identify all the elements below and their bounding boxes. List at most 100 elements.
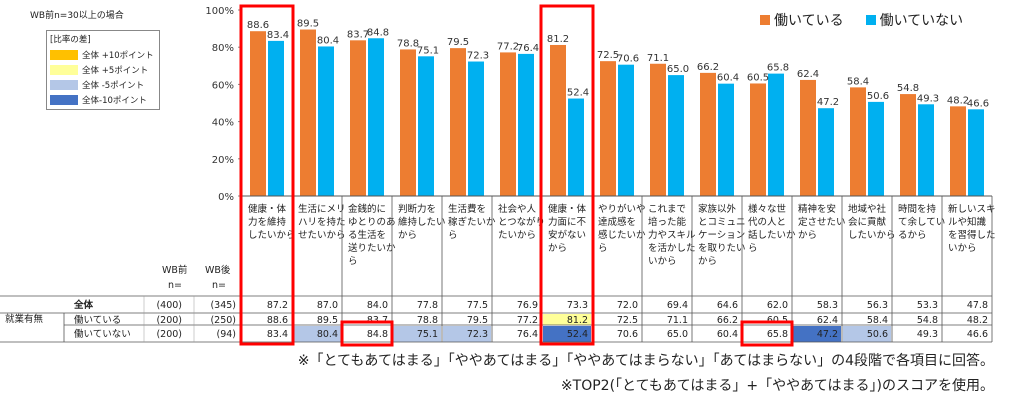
category-label: 健康・体 (248, 203, 287, 215)
legend-plus5-label: 全体 +5ポイント (82, 65, 149, 76)
category-label: 会に貢献 (848, 216, 887, 228)
bar-not-working (618, 64, 634, 197)
bar-value-label: 89.5 (297, 19, 319, 30)
category-label: ゆとりのあ (348, 217, 396, 228)
table-row-label: 全体 (73, 299, 94, 311)
legend-minus10: 全体-10ポイント (50, 94, 147, 106)
category-label: 生活にメリ (298, 203, 346, 215)
bar-not-working (568, 98, 584, 196)
table-cell-value: 78.8 (417, 315, 438, 326)
table-cell-value: 47.2 (817, 329, 838, 340)
category-label: 培った能 (648, 216, 687, 228)
table-cell-value: 76.4 (517, 329, 538, 340)
table-cell-value: 54.8 (917, 315, 938, 326)
category-label: とつながり (498, 216, 545, 228)
category-label: 送りたいか (348, 242, 396, 254)
bar-value-label: 80.4 (317, 35, 339, 46)
bar-value-label: 48.2 (947, 95, 969, 106)
table-group-label: 就業有無 (5, 313, 44, 325)
legend-plus5-swatch (50, 64, 78, 75)
bar-value-label: 83.4 (267, 30, 289, 41)
legend-plus10: 全体 +10ポイント (50, 49, 154, 61)
category-label: したいから (848, 230, 896, 241)
table-n-before: (200) (156, 315, 182, 326)
table-cell-value: 73.3 (567, 300, 588, 311)
category-label: ら (348, 256, 358, 267)
series-legend: 働いている 働いていない (760, 10, 963, 30)
legend-working: 働いている (760, 10, 844, 30)
table-cell-value: 72.0 (617, 300, 638, 311)
category-label: を習得した (948, 229, 996, 241)
y-tick-label: 60% (212, 80, 234, 91)
category-label: 代の人と (748, 217, 786, 228)
bar-working (800, 79, 816, 196)
bar-value-label: 50.6 (867, 91, 889, 102)
highlight-cell-box (740, 320, 794, 347)
bar-not-working (868, 101, 884, 196)
bar-value-label: 79.5 (447, 37, 469, 48)
bar-working (550, 44, 566, 196)
table-cell-value: 72.5 (617, 315, 638, 326)
bar-working (300, 29, 316, 197)
category-label: から (798, 230, 817, 241)
bar-working (500, 52, 516, 196)
table-cell-value: 75.1 (417, 329, 438, 340)
category-label: 定させたい (798, 216, 846, 228)
category-label: 精神を安 (798, 203, 836, 215)
table-cell-value: 56.3 (867, 300, 888, 311)
legend-plus10-label: 全体 +10ポイント (82, 50, 154, 61)
table-cell-value: 84.8 (367, 329, 388, 340)
category-label: て余してい (898, 216, 945, 228)
category-label: これまで (648, 204, 686, 215)
y-tick-label: 0% (218, 192, 234, 203)
category-label: 判断力を (398, 203, 436, 215)
category-label: 感じたいか (598, 229, 646, 241)
category-label: 力を維持 (248, 216, 287, 228)
footnote-1: ※「とてもあてはまる」「ややあてはまる」「ややあてはまらない」「あてはまらない」… (297, 353, 994, 369)
table-cell-value: 89.5 (317, 315, 338, 326)
legend-minus10-swatch (50, 94, 78, 105)
category-label: せたいから (298, 230, 346, 241)
bar-value-label: 75.1 (417, 45, 439, 56)
y-tick-label: 80% (212, 43, 234, 54)
category-label: るから (898, 230, 927, 241)
highlight-column-box (239, 4, 295, 346)
bar-not-working (318, 46, 334, 197)
table-cell-value: 69.4 (667, 300, 688, 311)
table-cell-value: 62.0 (767, 300, 788, 311)
bar-working (700, 72, 716, 196)
category-label: ルや知識 (948, 216, 987, 228)
bar-value-label: 72.3 (467, 51, 489, 62)
bar-value-label: 49.3 (917, 93, 939, 104)
table-shaded-cell (543, 326, 591, 342)
legend-minus10-label: 全体-10ポイント (82, 95, 147, 106)
table-cell-value: 49.3 (917, 329, 938, 340)
bar-value-label: 83.7 (347, 29, 369, 40)
header-n-before: n= (168, 280, 182, 291)
bar-working (900, 94, 916, 196)
table-cell-value: 47.8 (967, 300, 988, 311)
category-label: 様々な世 (748, 203, 787, 215)
bar-value-label: 58.4 (847, 76, 869, 87)
bar-value-label: 76.4 (517, 43, 539, 54)
table-cell-value: 60.4 (717, 329, 738, 340)
category-label: やりがいや (598, 203, 646, 215)
table-shaded-cell (393, 326, 441, 342)
table-cell-value: 81.2 (567, 315, 588, 326)
table-shaded-cell (293, 326, 341, 342)
table-n-after: (345) (210, 300, 236, 311)
table-cell-value: 50.6 (867, 329, 888, 340)
table-cell-value: 70.6 (617, 329, 638, 340)
header-wb-before: WB前 (162, 264, 187, 276)
bar-value-label: 88.6 (247, 20, 269, 31)
bar-not-working (668, 75, 684, 196)
table-cell-value: 72.3 (467, 329, 488, 340)
category-label: 時間を持 (898, 203, 937, 215)
bar-value-label: 52.4 (567, 88, 589, 99)
table-cell-value: 66.2 (717, 315, 738, 326)
category-label: いから (648, 256, 677, 267)
table-cell-value: 84.0 (367, 300, 388, 311)
y-tick-label: 20% (212, 155, 234, 166)
bar-value-label: 78.8 (397, 38, 419, 49)
bar-working (600, 61, 616, 197)
